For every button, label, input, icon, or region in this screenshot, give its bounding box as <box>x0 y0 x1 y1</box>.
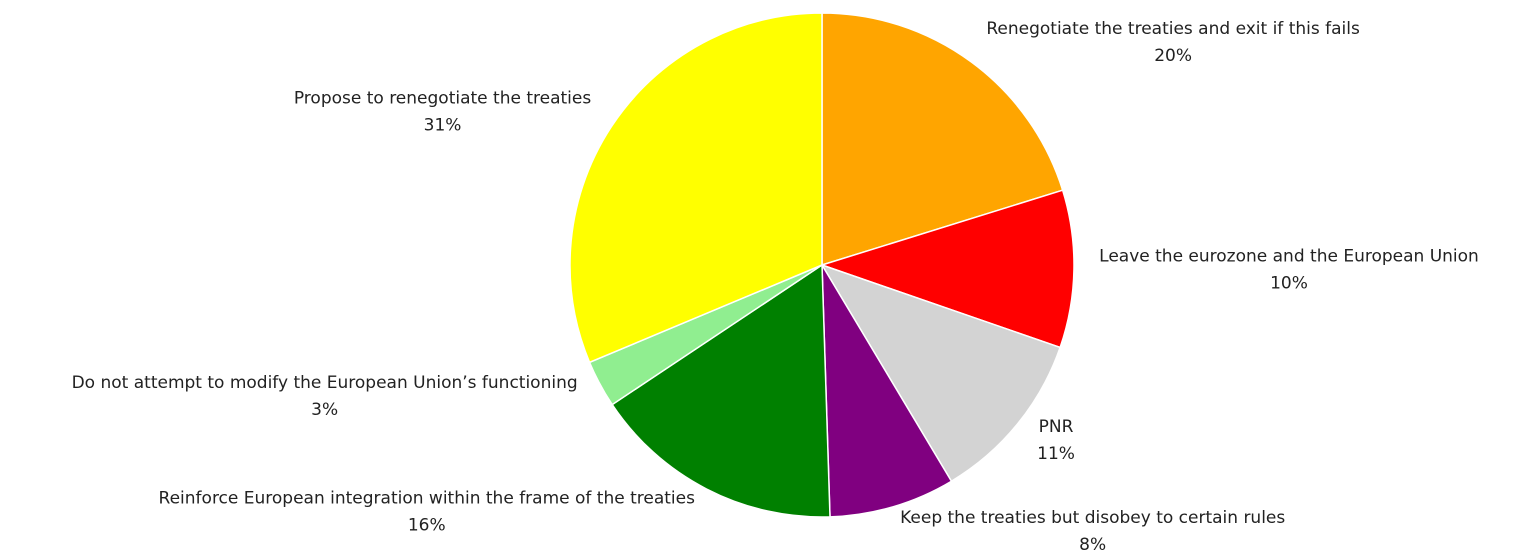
slice-value-label: 16% <box>408 515 446 535</box>
slice-label: Keep the treaties but disobey to certain… <box>900 508 1285 528</box>
slice-label: Propose to renegotiate the treaties <box>294 88 591 108</box>
pie-slice <box>820 263 1062 483</box>
pie-slice <box>821 12 1064 267</box>
slice-value-label: 3% <box>311 400 338 420</box>
slice-value-label: 10% <box>1270 273 1308 293</box>
slice-value-label: 11% <box>1037 444 1075 464</box>
slice-value-label: 31% <box>424 115 462 135</box>
pie-slice <box>821 262 953 518</box>
pie-slice <box>819 189 1075 349</box>
slice-label: PNR <box>1039 417 1074 437</box>
slice-label: Do not attempt to modify the European Un… <box>72 373 578 393</box>
slice-value-label: 20% <box>1154 46 1192 66</box>
pie-slice <box>569 12 823 364</box>
slice-label: Reinforce European integration within th… <box>159 488 696 508</box>
slice-label: Renegotiate the treaties and exit if thi… <box>986 19 1360 39</box>
slice-label: Leave the eurozone and the European Unio… <box>1099 246 1479 266</box>
slice-value-label: 8% <box>1079 535 1106 554</box>
pie-slice <box>611 263 831 518</box>
